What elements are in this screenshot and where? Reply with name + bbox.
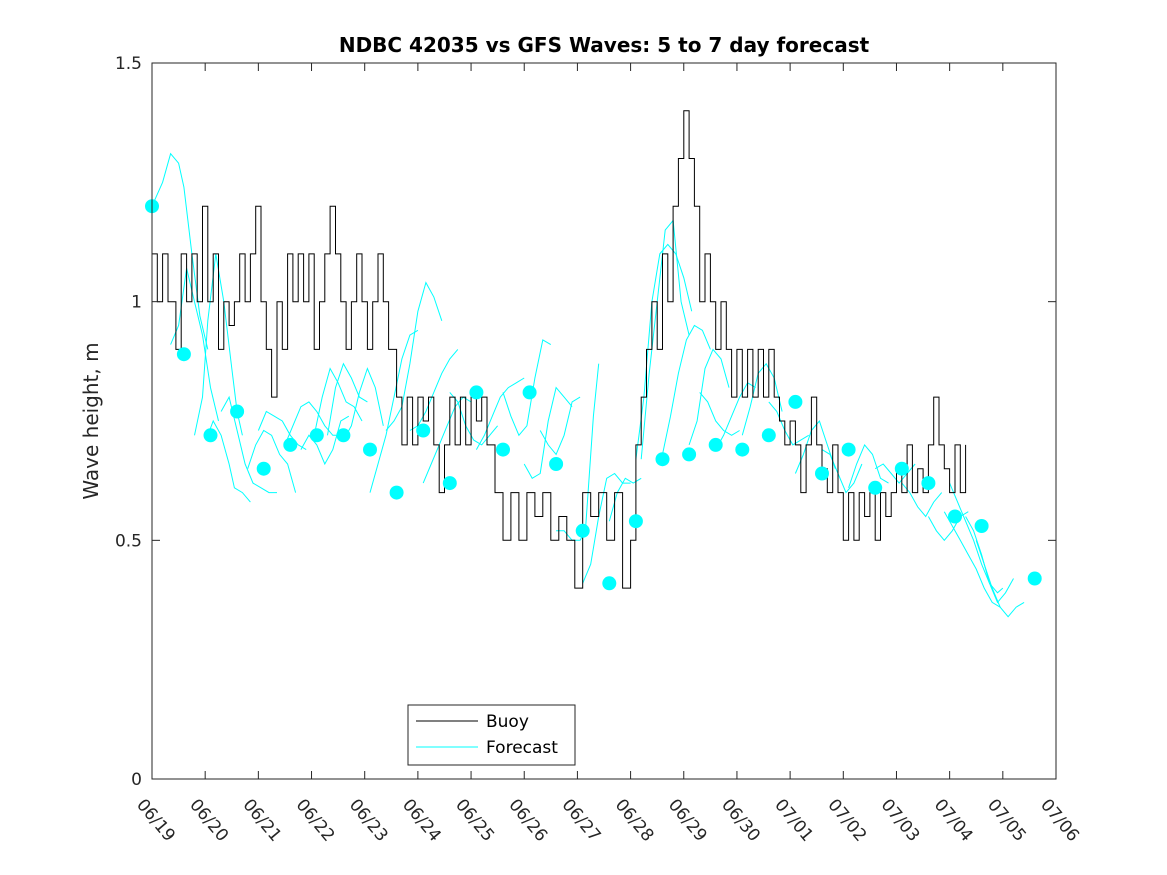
- forecast-line: [502, 339, 552, 437]
- forecast-line: [313, 367, 363, 436]
- y-tick-label: 1: [131, 293, 142, 313]
- y-tick-label: 1.5: [115, 54, 142, 74]
- forecast-line: [194, 253, 243, 436]
- forecast-marker: [469, 385, 484, 400]
- legend-label-forecast: Forecast: [486, 738, 558, 758]
- forecast-marker: [708, 437, 723, 452]
- forecast-marker: [761, 428, 776, 443]
- forecast-marker: [549, 457, 564, 471]
- forecast-line: [170, 268, 219, 422]
- forecast-line: [635, 243, 693, 460]
- forecast-marker: [815, 466, 829, 481]
- forecast-line: [699, 392, 740, 436]
- forecast-line: [151, 152, 209, 350]
- forecast-line: [943, 511, 1001, 608]
- forecast-line: [688, 348, 730, 446]
- forecast-line: [327, 362, 368, 436]
- legend-box: [407, 704, 576, 766]
- buoy-line: [152, 110, 967, 589]
- y-axis-label: Wave height, m: [79, 342, 103, 499]
- forecast-line: [821, 449, 863, 494]
- forecast-line: [300, 415, 350, 466]
- forecast-marker: [1027, 571, 1042, 586]
- forecast-marker: [203, 428, 218, 443]
- forecast-line: [342, 367, 384, 441]
- forecast-line: [965, 516, 1014, 604]
- forecast-marker: [868, 480, 883, 495]
- forecast-line: [385, 281, 443, 431]
- forecast-line: [715, 382, 756, 450]
- forecast-marker: [682, 447, 697, 462]
- forecast-line: [247, 429, 297, 493]
- forecast-line: [768, 401, 809, 446]
- forecast-marker: [735, 442, 750, 457]
- forecast-marker: [176, 347, 191, 362]
- forecast-line: [848, 443, 889, 488]
- forecast-marker: [522, 385, 537, 400]
- forecast-line: [949, 482, 1004, 594]
- forecast-marker: [309, 428, 324, 443]
- forecast-marker: [363, 442, 377, 457]
- forecast-line: [257, 410, 307, 451]
- forecast-line: [220, 395, 277, 494]
- forecast-marker: [602, 576, 617, 591]
- forecast-line: [640, 219, 690, 460]
- plot-area: [145, 110, 1042, 618]
- forecast-line: [874, 463, 916, 484]
- forecast-line: [207, 419, 251, 503]
- axes-box: [151, 62, 1057, 780]
- forecast-line: [556, 363, 600, 541]
- forecast-marker: [841, 442, 856, 457]
- chart-title: NDBC 42035 vs GFS Waves: 5 to 7 day fore…: [339, 33, 870, 57]
- forecast-line: [539, 396, 581, 456]
- forecast-marker: [575, 523, 590, 538]
- forecast-marker: [655, 452, 670, 467]
- forecast-line: [369, 329, 419, 493]
- forecast-line: [523, 386, 573, 479]
- forecast-line: [901, 482, 943, 518]
- forecast-marker: [230, 404, 245, 419]
- forecast-marker: [974, 519, 989, 533]
- y-tick-label: 0.5: [115, 531, 142, 551]
- forecast-marker: [496, 442, 510, 457]
- legend-label-buoy: Buoy: [486, 712, 529, 732]
- forecast-marker: [283, 437, 298, 452]
- forecast-line: [794, 419, 836, 474]
- forecast-marker: [389, 485, 404, 500]
- forecast-marker: [416, 423, 431, 438]
- forecast-marker: [442, 476, 457, 491]
- legend: Buoy Forecast: [407, 704, 576, 766]
- forecast-marker: [921, 476, 936, 491]
- forecast-marker: [256, 461, 271, 476]
- forecast-marker: [336, 428, 351, 443]
- forecast-line: [741, 362, 783, 436]
- forecast-line: [284, 401, 341, 446]
- forecast-marker: [788, 394, 803, 409]
- forecast-line: [662, 324, 711, 455]
- forecast-line: [975, 540, 1025, 618]
- forecast-line: [449, 392, 498, 446]
- forecast-line: [475, 377, 525, 450]
- forecast-marker: [948, 509, 962, 524]
- forecast-marker: [894, 461, 909, 476]
- y-tick-label: 0: [131, 770, 142, 790]
- forecast-marker: [628, 514, 643, 529]
